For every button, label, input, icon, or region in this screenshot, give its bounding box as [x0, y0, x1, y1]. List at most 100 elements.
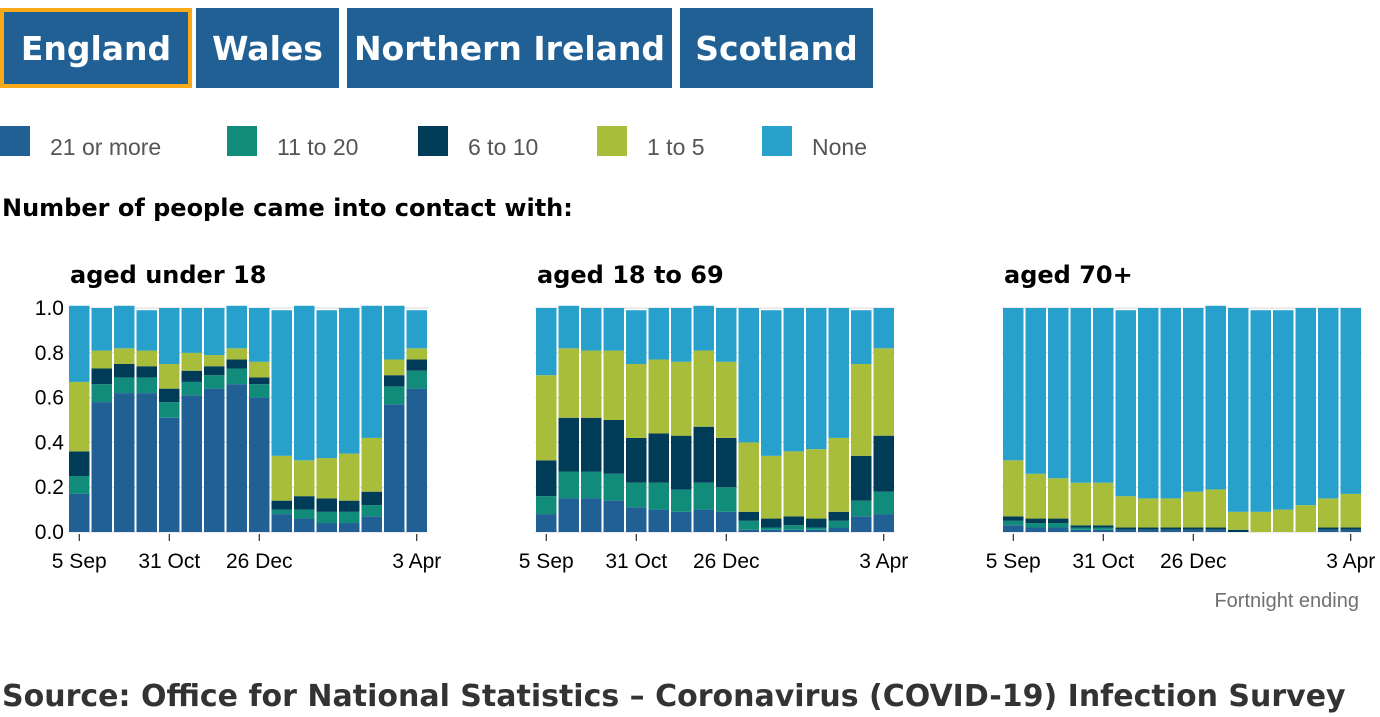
bar-segment — [693, 426, 714, 483]
bar-segment — [406, 388, 427, 532]
bar-segment — [536, 514, 557, 532]
legend-swatch — [0, 126, 30, 156]
bar-segment — [603, 420, 624, 474]
bar-segment — [648, 359, 669, 434]
y-tick-label: 0.8 — [35, 342, 64, 365]
bar-segment — [626, 310, 647, 364]
bar-segment — [114, 348, 135, 364]
bar-segment — [384, 375, 405, 387]
bar-segment — [69, 493, 90, 532]
legend-swatch — [227, 126, 257, 156]
bar-segment — [361, 437, 382, 492]
bar-segment — [1003, 308, 1024, 461]
bar-segment — [1003, 460, 1024, 517]
bar-segment — [1093, 308, 1114, 483]
bar-segment — [1295, 505, 1316, 532]
bar-segment — [1070, 529, 1091, 532]
bar-segment — [1340, 527, 1361, 530]
bar-segment — [851, 500, 872, 517]
x-tick-label: 31 Oct — [138, 550, 200, 573]
bar-segment — [581, 417, 602, 472]
tab-scotland[interactable]: Scotland — [680, 8, 873, 88]
bar-segment — [806, 527, 827, 530]
x-tick-label: 26 Dec — [693, 550, 760, 573]
bar-segment — [271, 455, 292, 501]
bar-segment — [339, 500, 360, 512]
x-tick-label: 5 Sep — [519, 550, 574, 573]
bar-segment — [761, 310, 782, 456]
x-tick-label: 3 Apr — [859, 550, 908, 573]
bar-segment — [558, 417, 579, 472]
tab-england[interactable]: England — [0, 8, 192, 88]
bar-segment — [384, 386, 405, 405]
bar-segment — [581, 498, 602, 532]
bar-segment — [114, 364, 135, 378]
bar-segment — [851, 364, 872, 456]
bar-segment — [603, 350, 624, 420]
bar-segment — [873, 514, 894, 532]
bar-segment — [716, 308, 737, 362]
bar-segment — [558, 498, 579, 532]
bar-segment — [693, 509, 714, 532]
bar-segment — [671, 435, 692, 490]
bar-segment — [536, 375, 557, 461]
bar-segment — [671, 489, 692, 512]
bar-segment — [159, 402, 180, 418]
bar-segment — [1340, 493, 1361, 528]
bar-segment — [1295, 308, 1316, 506]
legend-swatch — [762, 126, 792, 156]
tab-wales[interactable]: Wales — [196, 8, 339, 88]
bar-segment — [159, 364, 180, 389]
bar-segment — [69, 381, 90, 452]
bar-segment — [1003, 520, 1024, 526]
bar-segment — [1070, 308, 1091, 483]
legend-label: 21 or more — [50, 134, 162, 160]
bar-segment — [873, 491, 894, 515]
bar-segment — [91, 384, 112, 403]
bar-segment — [851, 310, 872, 364]
bar-segment — [738, 511, 759, 521]
bar-segment — [1160, 529, 1181, 532]
bar-segment — [1025, 518, 1046, 524]
bar-segment — [873, 435, 894, 492]
bar-segment — [761, 518, 782, 528]
bar-segment — [581, 471, 602, 499]
x-axis-note: Fortnight ending — [1214, 590, 1359, 612]
bar-segment — [69, 476, 90, 494]
bar-segment — [136, 310, 157, 351]
bar-segment — [204, 366, 225, 376]
bar-segment — [1183, 527, 1204, 530]
bar-segment — [226, 368, 247, 385]
bar-segment — [204, 308, 225, 356]
bar-segment — [693, 350, 714, 427]
bar-segment — [1205, 489, 1226, 528]
bar-segment — [114, 305, 135, 349]
bar-segment — [851, 516, 872, 532]
bar-segment — [294, 305, 315, 461]
bar-segment — [671, 511, 692, 532]
bar-segment — [1273, 310, 1294, 510]
bar-segment — [828, 308, 849, 438]
source-note: Source: Office for National Statistics –… — [2, 679, 1346, 714]
bar-segment — [1070, 525, 1091, 528]
bar-segment — [1160, 498, 1181, 528]
bar-segment — [761, 455, 782, 519]
tab-northern-ireland[interactable]: Northern Ireland — [347, 8, 672, 88]
bar-segment — [316, 458, 337, 499]
bar-segment — [361, 516, 382, 532]
bar-segment — [536, 460, 557, 497]
bar-segment — [1070, 482, 1091, 526]
bar-segment — [783, 308, 804, 452]
legend-label: 6 to 10 — [468, 134, 539, 160]
bar-segment — [1115, 529, 1136, 532]
bar-segment — [671, 308, 692, 362]
bar-segment — [761, 527, 782, 530]
bar-segment — [626, 437, 647, 483]
bar-segment — [1048, 523, 1069, 528]
x-tick-label: 26 Dec — [1160, 550, 1227, 573]
bar-segment — [339, 308, 360, 454]
bar-segment — [1160, 308, 1181, 499]
y-tick-label: 1.0 — [35, 297, 64, 320]
bar-segment — [671, 361, 692, 436]
bar-segment — [1340, 308, 1361, 494]
